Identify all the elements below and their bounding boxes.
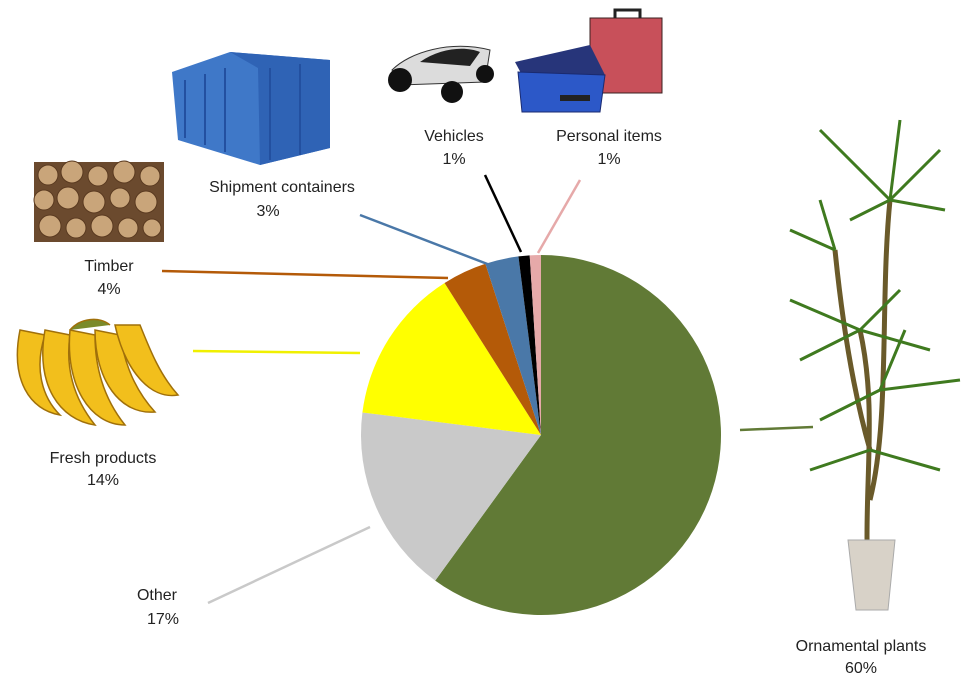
leader-line: [192, 349, 361, 355]
slice-label: Personal items: [556, 128, 662, 145]
slice-label: Vehicles: [424, 128, 484, 145]
vehicle-picture: [388, 45, 494, 103]
slice-label: Ornamental plants: [796, 638, 927, 655]
container-picture: [172, 52, 330, 165]
pie-slice: [362, 283, 541, 435]
pie-slice: [485, 256, 541, 435]
timber-picture: [33, 160, 164, 242]
leader-line: [207, 525, 371, 605]
leader-line: [161, 269, 449, 280]
leader-line: [359, 213, 491, 267]
banana-picture: [16, 318, 180, 427]
pie-slice: [360, 412, 541, 581]
slice-label: Timber: [84, 258, 134, 275]
pie-slice: [444, 263, 541, 435]
pie-slice: [529, 255, 541, 435]
slice-value-label: 4%: [97, 281, 120, 298]
slice-value-label: 60%: [845, 660, 877, 677]
slice-label: Fresh products: [50, 450, 157, 467]
slice-value-label: 3%: [256, 203, 279, 220]
slice-value-label: 1%: [442, 151, 465, 168]
leader-line: [739, 425, 814, 432]
slice-label: Other: [137, 587, 178, 604]
plant-picture: [789, 119, 961, 611]
pie-slice: [435, 255, 722, 615]
luggage-picture: [515, 8, 663, 113]
leader-line: [483, 174, 523, 253]
slice-value-label: 14%: [87, 472, 119, 489]
slice-value-label: 1%: [597, 151, 620, 168]
slice-value-label: 17%: [147, 611, 179, 628]
slice-label: Shipment containers: [209, 179, 355, 196]
leader-line: [536, 179, 582, 254]
pie-slice: [518, 255, 541, 435]
